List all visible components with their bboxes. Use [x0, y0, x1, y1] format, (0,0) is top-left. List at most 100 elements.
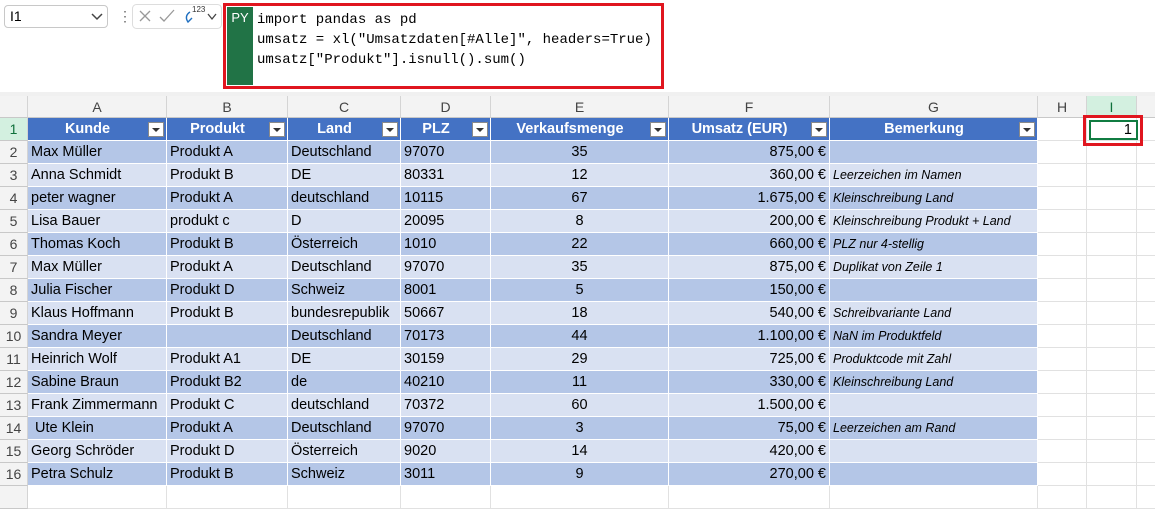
table-cell[interactable]	[830, 279, 1038, 302]
filter-button[interactable]	[269, 122, 285, 137]
filter-button[interactable]	[148, 122, 164, 137]
row-header[interactable]: 10	[0, 325, 28, 348]
cell[interactable]	[1087, 256, 1137, 279]
table-header[interactable]: Land	[288, 118, 401, 141]
table-cell[interactable]: deutschland	[288, 187, 401, 210]
cell[interactable]	[1087, 394, 1137, 417]
table-cell[interactable]: 80331	[401, 164, 491, 187]
cell[interactable]	[491, 486, 669, 509]
table-cell[interactable]: 1.500,00 €	[669, 394, 830, 417]
enter-icon[interactable]	[159, 9, 175, 22]
table-cell[interactable]: Deutschland	[288, 141, 401, 164]
cell[interactable]	[1137, 348, 1155, 371]
table-header[interactable]: PLZ	[401, 118, 491, 141]
table-cell[interactable]: 3	[491, 417, 669, 440]
table-cell[interactable]: Georg Schröder	[28, 440, 167, 463]
row-header[interactable]: 3	[0, 164, 28, 187]
table-cell[interactable]: Max Müller	[28, 141, 167, 164]
table-cell[interactable]: Kleinschreibung Produkt + Land	[830, 210, 1038, 233]
table-cell[interactable]: 97070	[401, 256, 491, 279]
cell[interactable]	[1137, 325, 1155, 348]
row-header[interactable]	[0, 486, 28, 509]
table-cell[interactable]: Produkt A	[167, 417, 288, 440]
table-cell[interactable]: Produkt B	[167, 164, 288, 187]
table-cell[interactable]: 875,00 €	[669, 256, 830, 279]
row-header[interactable]: 4	[0, 187, 28, 210]
table-cell[interactable]: Kleinschreibung Land	[830, 187, 1038, 210]
table-cell[interactable]: Kleinschreibung Land	[830, 371, 1038, 394]
row-header[interactable]: 11	[0, 348, 28, 371]
table-cell[interactable]: 8	[491, 210, 669, 233]
column-header[interactable]	[1137, 96, 1155, 118]
table-header[interactable]: Produkt	[167, 118, 288, 141]
table-cell[interactable]: 10115	[401, 187, 491, 210]
table-cell[interactable]: 20095	[401, 210, 491, 233]
table-cell[interactable]	[830, 394, 1038, 417]
cell[interactable]	[1137, 417, 1155, 440]
cell[interactable]	[1137, 394, 1155, 417]
row-header[interactable]: 5	[0, 210, 28, 233]
cell[interactable]	[1038, 394, 1087, 417]
cell[interactable]	[1038, 164, 1087, 187]
cell[interactable]	[1087, 325, 1137, 348]
cell[interactable]	[1137, 371, 1155, 394]
table-cell[interactable]: D	[288, 210, 401, 233]
table-cell[interactable]: Produkt A1	[167, 348, 288, 371]
cell[interactable]	[1038, 141, 1087, 164]
table-cell[interactable]: Frank Zimmermann	[28, 394, 167, 417]
table-cell[interactable]: Schweiz	[288, 463, 401, 486]
row-header[interactable]: 8	[0, 279, 28, 302]
table-cell[interactable]	[830, 141, 1038, 164]
row-header[interactable]: 6	[0, 233, 28, 256]
cell[interactable]	[1038, 440, 1087, 463]
cell[interactable]	[1038, 325, 1087, 348]
table-cell[interactable]: deutschland	[288, 394, 401, 417]
cell[interactable]	[669, 486, 830, 509]
table-cell[interactable]: 22	[491, 233, 669, 256]
cell[interactable]	[1038, 210, 1087, 233]
table-cell[interactable]	[830, 463, 1038, 486]
cell[interactable]	[401, 486, 491, 509]
formula-input[interactable]: PY import pandas as pd umsatz = xl("Umsa…	[223, 3, 664, 89]
table-cell[interactable]: 3011	[401, 463, 491, 486]
cell[interactable]	[1087, 440, 1137, 463]
table-cell[interactable]: 11	[491, 371, 669, 394]
cell[interactable]	[1038, 348, 1087, 371]
table-cell[interactable]: Schweiz	[288, 279, 401, 302]
table-cell[interactable]: 35	[491, 256, 669, 279]
filter-button[interactable]	[472, 122, 488, 137]
row-header[interactable]: 15	[0, 440, 28, 463]
cell[interactable]	[167, 486, 288, 509]
table-cell[interactable]: Thomas Koch	[28, 233, 167, 256]
table-cell[interactable]: Österreich	[288, 440, 401, 463]
cell[interactable]	[1038, 463, 1087, 486]
python-output-icon[interactable]	[185, 11, 193, 24]
table-cell[interactable]: 29	[491, 348, 669, 371]
table-header[interactable]: Umsatz (EUR)	[669, 118, 830, 141]
table-cell[interactable]: Duplikat von Zeile 1	[830, 256, 1038, 279]
table-cell[interactable]: 150,00 €	[669, 279, 830, 302]
table-cell[interactable]: Produkt B	[167, 302, 288, 325]
table-cell[interactable]: 9	[491, 463, 669, 486]
select-all[interactable]	[0, 96, 28, 118]
table-cell[interactable]: Produktcode mit Zahl	[830, 348, 1038, 371]
filter-button[interactable]	[811, 122, 827, 137]
column-header[interactable]: F	[669, 96, 830, 118]
table-cell[interactable]: 40210	[401, 371, 491, 394]
cell[interactable]	[1137, 233, 1155, 256]
table-cell[interactable]: Sabine Braun	[28, 371, 167, 394]
table-cell[interactable]: 70372	[401, 394, 491, 417]
table-cell[interactable]: Produkt D	[167, 440, 288, 463]
row-header[interactable]: 7	[0, 256, 28, 279]
cell[interactable]	[1137, 118, 1155, 141]
table-cell[interactable]: 70173	[401, 325, 491, 348]
column-header[interactable]: E	[491, 96, 669, 118]
cell[interactable]	[1087, 164, 1137, 187]
table-cell[interactable]: 97070	[401, 141, 491, 164]
table-cell[interactable]: 200,00 €	[669, 210, 830, 233]
table-cell[interactable]: Produkt A	[167, 187, 288, 210]
table-cell[interactable]: 1.100,00 €	[669, 325, 830, 348]
row-header[interactable]: 12	[0, 371, 28, 394]
cell[interactable]	[1137, 486, 1155, 509]
filter-button[interactable]	[382, 122, 398, 137]
